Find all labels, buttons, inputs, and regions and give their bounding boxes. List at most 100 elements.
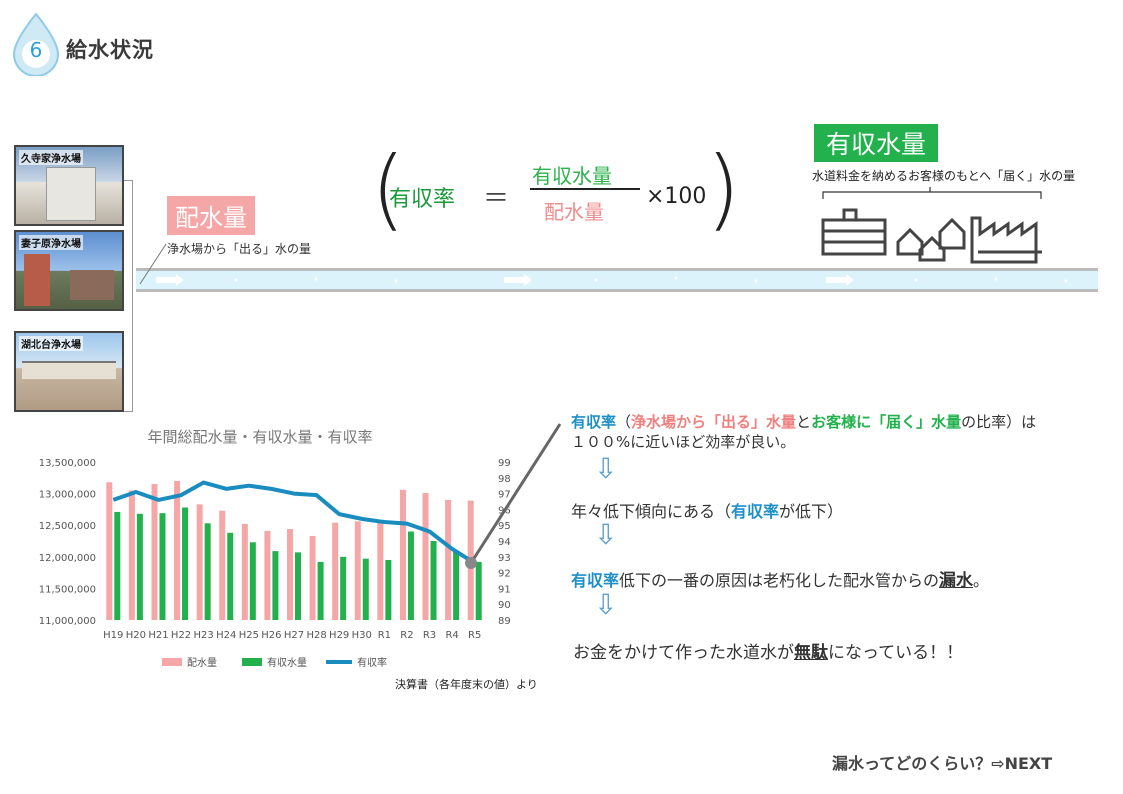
bar-revenue <box>159 513 166 620</box>
bar-distribution <box>174 480 181 620</box>
y2-tick-label: 93 <box>498 553 511 564</box>
x-tick-label: R2 <box>400 630 413 641</box>
x-tick-label: H30 <box>352 630 372 641</box>
bar-distribution <box>196 504 203 620</box>
bar-revenue <box>182 507 189 620</box>
x-tick-label: H27 <box>284 630 304 641</box>
formula-denominator: 配水量 <box>544 200 604 224</box>
text-leak: 漏水 <box>939 571 974 591</box>
x-tick-label: H26 <box>261 630 281 641</box>
water-chart: 年間総配水量・有収水量・有収率 13,500,000 13,000,000 12,5… <box>39 428 511 669</box>
distribution-label: 配水量 <box>167 196 255 235</box>
y-tick-label: 12,000,000 <box>39 553 96 564</box>
bar-distribution <box>264 530 271 620</box>
x-tick-label: H23 <box>194 630 214 641</box>
x-tick-label: H29 <box>329 630 349 641</box>
down-arrow-icon: ⇩ <box>594 452 618 485</box>
down-arrow-icon: ⇩ <box>594 588 618 621</box>
formula-equals: ＝ <box>483 184 510 214</box>
down-arrow-icon: ⇩ <box>594 518 618 551</box>
bar-distribution <box>399 489 406 620</box>
y2-tick-label: 97 <box>498 490 511 501</box>
formula-left-paren: ( <box>371 137 406 240</box>
revenue-water-label: 有収水量 <box>814 124 939 162</box>
bar-revenue <box>430 541 437 620</box>
text: が低下） <box>779 502 844 521</box>
text: 年々低下傾向にある（ <box>571 502 732 521</box>
water-pipe <box>136 268 1098 292</box>
y-tick-label: 11,000,000 <box>39 616 96 627</box>
bar-distribution <box>445 499 452 620</box>
y-tick-label: 13,000,000 <box>39 490 96 501</box>
x-tick-label: H19 <box>103 630 123 641</box>
x-tick-label: H22 <box>171 630 191 641</box>
bar-revenue <box>249 542 256 620</box>
legend-swatch <box>242 658 262 666</box>
bar-revenue <box>227 532 234 620</box>
bar-distribution <box>422 492 429 620</box>
explanation-line-2: １００%に近いほど効率が良い。 <box>571 433 796 451</box>
bar-revenue <box>453 550 460 620</box>
chart-title: 年間総配水量・有収水量・有収率 <box>147 428 372 446</box>
text-waste: 無駄 <box>794 643 828 663</box>
plant-photo-3: 湖北台浄水場 <box>14 331 124 412</box>
bar-revenue <box>362 558 369 620</box>
x-tick-label: H28 <box>306 630 326 641</box>
bar-revenue <box>114 511 121 620</box>
bar-revenue <box>204 523 211 620</box>
bar-distribution <box>151 484 158 620</box>
text-yushuritsu: 有収率 <box>571 413 617 431</box>
text: の比率）は <box>961 413 1037 431</box>
water-drop-icon <box>12 12 60 76</box>
y2-tick-label: 96 <box>498 505 511 516</box>
y-tick-label: 12,500,000 <box>39 521 96 532</box>
bar-distribution <box>354 521 361 620</box>
text: 。 <box>973 571 990 590</box>
x-tick-label: H20 <box>126 630 146 641</box>
bar-distribution <box>219 510 226 620</box>
x-tick-label: R4 <box>445 630 458 641</box>
explanation-line-5: お金をかけて作った水道水が無駄になっている！！ <box>573 638 963 663</box>
bar-revenue <box>475 561 482 620</box>
flow-arrows <box>156 274 1068 286</box>
y2-tick-label: 90 <box>498 600 511 611</box>
legend-swatch <box>162 658 182 666</box>
bar-revenue <box>295 552 301 620</box>
bar-revenue <box>340 556 347 620</box>
x-tick-label: H21 <box>148 630 168 641</box>
chart-source: 決算書（各年度末の値）より <box>395 678 538 691</box>
formula-multiplier: ×100 <box>646 184 707 209</box>
text: 低下の一番の原因は老朽化した配水管からの <box>619 571 940 590</box>
customer-buildings-icon <box>821 208 1042 264</box>
plant-label: 妻子原浄水場 <box>19 235 83 250</box>
bar-distribution <box>309 535 316 620</box>
explanation-line-4: 有収率低下の一番の原因は老朽化した配水管からの漏水。 <box>571 566 989 591</box>
text-revenue: お客様に「届く」水量 <box>811 413 962 431</box>
text: になっている！！ <box>828 643 964 663</box>
next-link[interactable]: 漏水ってどのくらい？⇨NEXT <box>832 754 1053 773</box>
legend-label: 有収率 <box>357 656 387 669</box>
page-title: 給水状況 <box>66 38 154 62</box>
bar-revenue <box>136 513 143 620</box>
y2-tick-label: 94 <box>498 537 511 548</box>
plants-bracket <box>124 180 133 412</box>
text-yushuritsu: 有収率 <box>731 502 780 521</box>
explanation-line-3: 年々低下傾向にある（有収率が低下） <box>571 498 843 522</box>
bar-revenue <box>407 531 414 620</box>
revenue-water-desc: 水道料金を納めるお客様のもとへ「届く」水の量 <box>812 169 1076 183</box>
text: （ <box>616 413 632 431</box>
formula-right-paren: ) <box>706 137 741 240</box>
y2-tick-label: 98 <box>498 474 511 485</box>
text-yushuritsu: 有収率 <box>571 571 620 590</box>
plant-label: 久寺家浄水場 <box>19 150 83 165</box>
distribution-desc: 浄水場から「出る」水の量 <box>167 242 312 256</box>
bar-distribution <box>332 522 339 620</box>
y-tick-label: 13,500,000 <box>39 458 96 469</box>
y2-tick-label: 91 <box>498 584 511 595</box>
legend-label: 有収水量 <box>267 656 307 669</box>
bar-distribution <box>128 490 135 620</box>
x-tick-label: R1 <box>378 630 391 641</box>
connector-line <box>139 243 167 285</box>
text: お金をかけて作った水道水が <box>573 643 794 663</box>
x-tick-label: R5 <box>468 630 481 641</box>
